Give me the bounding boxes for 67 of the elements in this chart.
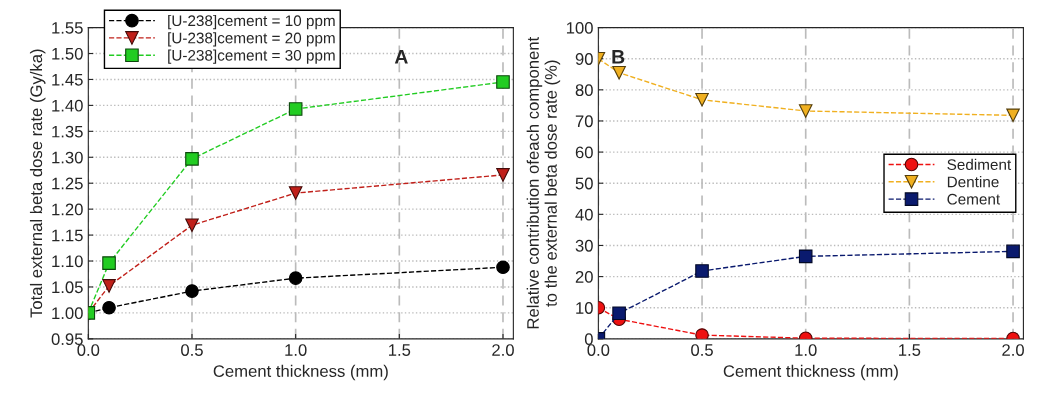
y-tick-label: 1.15 [52,229,83,242]
legend-label: Cement [947,193,1001,205]
y-tick-label: 1.30 [52,151,83,164]
point [102,300,116,315]
x-tick-label: 0.5 [691,344,713,356]
y-tick-label: 10 [576,302,593,314]
y-tick-label: 1.05 [52,281,83,294]
legend-label: [U-238]cement = 30 ppm [168,49,335,64]
x-tick-label: 1.5 [389,344,411,356]
point [798,104,813,118]
y-tick-label: 1.45 [52,74,83,86]
y-tick-label: 20 [575,270,593,283]
point [185,152,199,166]
point [288,271,303,285]
point [695,264,709,278]
point [496,260,510,275]
y-tick-label: 1.50 [52,47,83,60]
y-tick-label: 60 [575,146,593,159]
y-tick-label: 0.95 [51,333,83,346]
x-tick-label: 1.0 [285,344,307,356]
point [695,92,709,107]
legend-label: [U-238]cement = 20 ppm [168,32,335,47]
y-tick-label: 80 [575,84,593,97]
y-tick-label: 1.25 [52,177,83,190]
y-tick-label: 1.00 [52,307,83,320]
y-tick-label: 40 [575,208,593,221]
point [185,218,199,233]
legend-label: [U-238]cement = 10 ppm [168,14,335,30]
point [496,168,510,182]
legend-label: Sediment [947,158,1012,171]
legend-label: Dentine [947,176,999,188]
point [496,75,510,89]
x-tick-label: 1.0 [795,344,817,356]
point [695,328,709,339]
x-tick-label: 0.0 [77,344,100,356]
point [288,186,303,200]
point [1006,244,1020,259]
x-tick-label: 1.5 [899,344,921,356]
x-tick-label: 0.0 [587,344,610,356]
point [612,306,626,321]
y-tick-label: 90 [575,53,593,65]
y-axis-title: Relative contribution ofeach component to the external beta dose rate (%) [526,36,561,329]
y-tick-label: 50 [575,177,593,190]
x-axis-title: Cement thickness (mm) [213,364,388,381]
y-tick-label: 1.35 [52,125,83,138]
x-axis-title: Cement thickness (mm) [723,364,898,381]
x-tick-label: 2.0 [492,344,514,356]
point [1006,108,1020,123]
y-tick-label: 0 [584,333,593,346]
y-axis-title: Total external beta dose rate (Gy/ka) [29,49,46,318]
point [102,279,116,293]
point [102,256,116,270]
y-tick-label: 1.55 [52,22,83,34]
point [612,65,626,80]
text: B [612,50,625,64]
y-tick-label: 1.10 [52,255,83,268]
point [185,284,199,298]
y-tick-label: 30 [575,239,593,252]
y-tick-label: 1.40 [52,99,83,112]
y-tick-label: 70 [575,115,593,128]
x-tick-label: 2.0 [1002,344,1024,356]
x-tick-label: 0.5 [181,344,203,356]
y-tick-label: 100 [566,21,593,34]
text: A [394,50,408,64]
y-tick-label: 1.20 [52,203,83,216]
point [798,249,813,264]
point [288,102,303,116]
